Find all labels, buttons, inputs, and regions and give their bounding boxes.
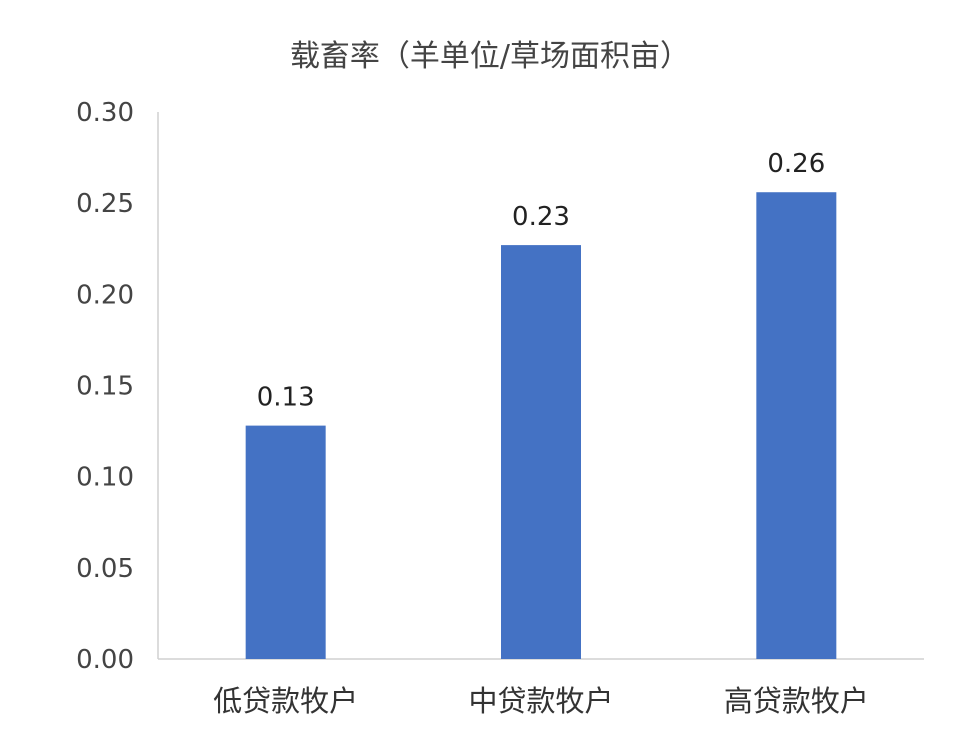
data-label: 0.26: [767, 149, 825, 179]
y-tick-label: 0.05: [76, 554, 134, 584]
y-tick-label: 0.15: [76, 372, 134, 402]
data-label: 0.23: [512, 202, 570, 232]
y-tick-label: 0.20: [76, 280, 134, 310]
y-tick-label: 0.25: [76, 189, 134, 219]
chart-title: 载畜率（羊单位/草场面积亩）: [290, 39, 690, 74]
y-axis: 0.00 0.05 0.10 0.15 0.20 0.25 0.30: [76, 98, 159, 675]
y-tick-label: 0.30: [76, 98, 134, 128]
bar: [501, 245, 581, 659]
y-tick-label: 0.10: [76, 463, 134, 493]
bars-group: [245, 192, 837, 659]
y-tick-label: 0.00: [76, 645, 134, 675]
x-category-label: 中贷款牧户: [468, 684, 613, 718]
data-label: 0.13: [257, 383, 315, 413]
x-axis: 低贷款牧户 中贷款牧户 高贷款牧户: [158, 658, 924, 718]
x-category-label: 高贷款牧户: [724, 684, 869, 718]
x-category-label: 低贷款牧户: [213, 684, 358, 718]
bar: [245, 425, 326, 659]
data-labels-group: 0.13 0.23 0.26: [257, 149, 826, 412]
bar: [756, 192, 837, 659]
